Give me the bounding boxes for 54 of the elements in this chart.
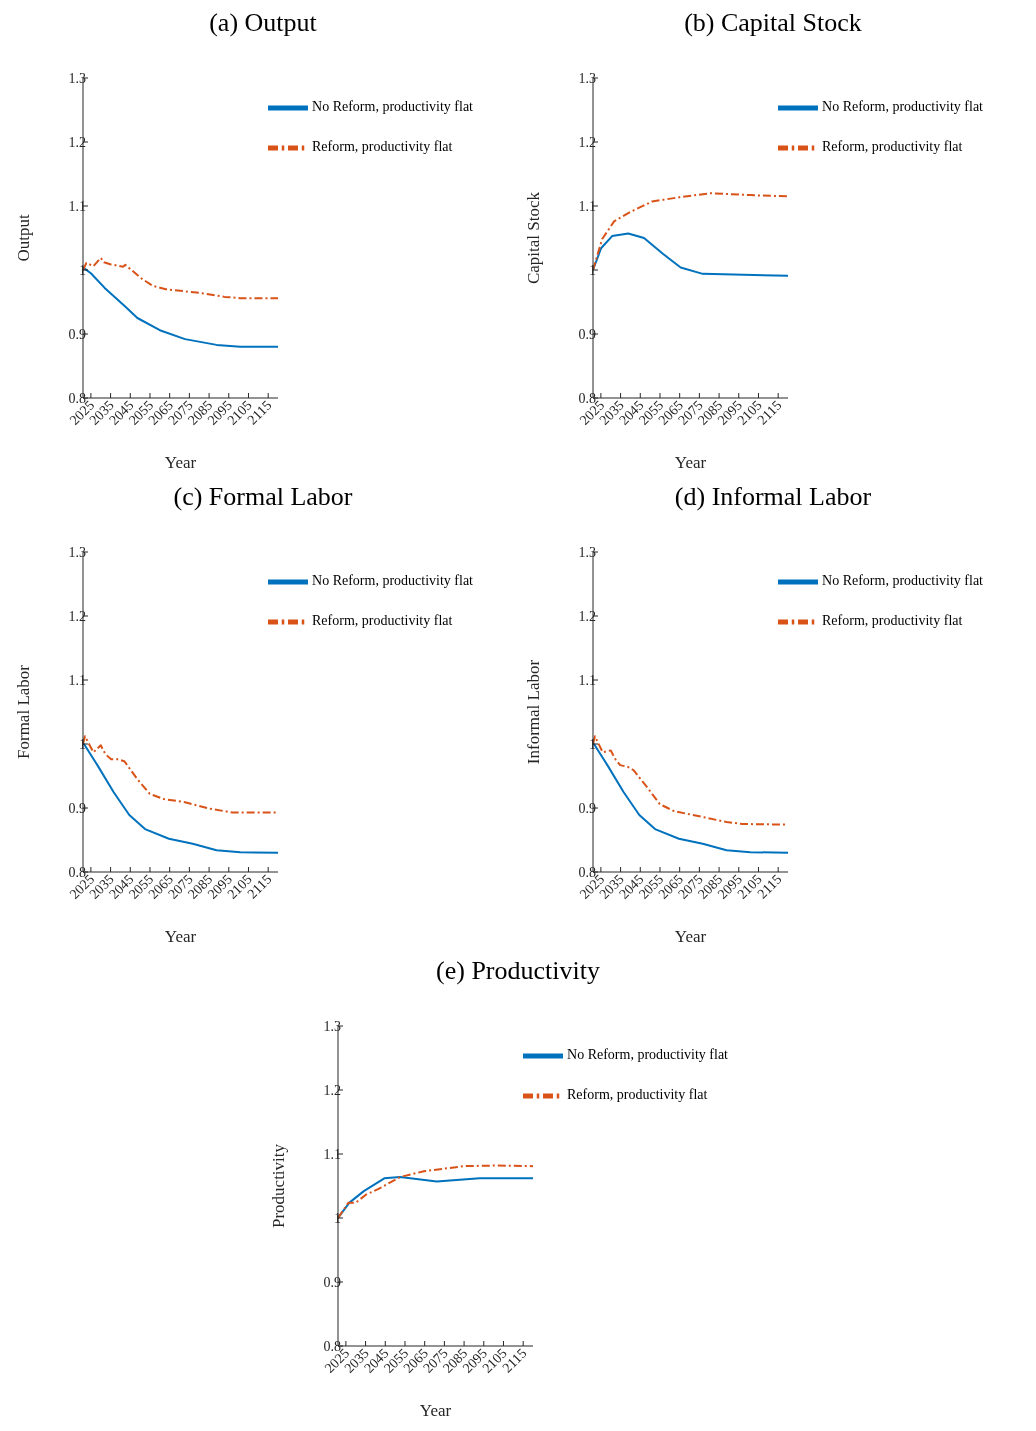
y-tick-label: 1.1: [323, 1146, 341, 1162]
y-axis-title: Capital Stock: [524, 191, 544, 285]
x-axis-title: Year: [674, 927, 707, 946]
line-series: [593, 232, 789, 277]
y-axis-title: Informal Labor: [524, 659, 544, 765]
y-tick-label: 1.2: [578, 608, 596, 624]
legend-label: Reform, productivity flat: [822, 139, 963, 155]
line-series: [83, 256, 279, 300]
legend-label: No Reform, productivity flat: [822, 573, 983, 589]
y-tick-label: 1.1: [578, 198, 596, 214]
legend-label: No Reform, productivity flat: [822, 99, 983, 115]
y-tick-label: 0.9: [578, 800, 596, 816]
y-tick-label: 1: [79, 262, 86, 278]
chart-title: (a) Output: [208, 8, 318, 39]
y-tick-label: 1: [589, 736, 596, 752]
y-tick-label: 1.2: [578, 134, 596, 150]
y-tick-label: 0.9: [68, 326, 86, 342]
x-axis-title: Year: [674, 453, 707, 472]
y-tick-label: 1.1: [68, 198, 86, 214]
legend-label: Reform, productivity flat: [822, 613, 963, 629]
legend-label: Reform, productivity flat: [312, 139, 453, 155]
chart-title: (b) Capital Stock: [683, 8, 863, 39]
y-tick-label: 1.3: [578, 70, 596, 86]
y-tick-label: 1.2: [68, 134, 86, 150]
y-tick-label: 1.1: [578, 672, 596, 688]
y-tick-label: 1.3: [68, 70, 86, 86]
y-tick-label: 1.3: [68, 544, 86, 560]
legend-label: No Reform, productivity flat: [312, 573, 473, 589]
chart-title: (e) Productivity: [435, 956, 601, 987]
y-tick-label: 1: [334, 1210, 341, 1226]
y-tick-label: 1.3: [578, 544, 596, 560]
x-axis-title: Year: [164, 927, 197, 946]
y-tick-label: 1.1: [68, 672, 86, 688]
line-series: [338, 1164, 534, 1219]
y-axis-title: Productivity: [269, 1143, 289, 1229]
y-tick-label: 1.2: [323, 1082, 341, 1098]
x-axis-title: Year: [419, 1401, 452, 1420]
y-axis-title: Output: [14, 214, 34, 262]
chart-title: (c) Formal Labor: [172, 482, 354, 513]
legend-label: No Reform, productivity flat: [567, 1047, 728, 1063]
y-tick-label: 1.3: [323, 1018, 341, 1034]
legend-label: Reform, productivity flat: [312, 613, 453, 629]
y-tick-label: 0.9: [68, 800, 86, 816]
chart-title: (d) Informal Labor: [673, 482, 873, 513]
x-axis-title: Year: [164, 453, 197, 472]
y-tick-label: 1.2: [68, 608, 86, 624]
line-series: [593, 192, 789, 271]
y-tick-label: 1: [589, 262, 596, 278]
legend-label: No Reform, productivity flat: [312, 99, 473, 115]
y-axis-title: Formal Labor: [14, 664, 34, 759]
legend-label: Reform, productivity flat: [567, 1087, 708, 1103]
y-tick-label: 0.9: [578, 326, 596, 342]
y-tick-label: 1: [79, 736, 86, 752]
y-tick-label: 0.9: [323, 1274, 341, 1290]
